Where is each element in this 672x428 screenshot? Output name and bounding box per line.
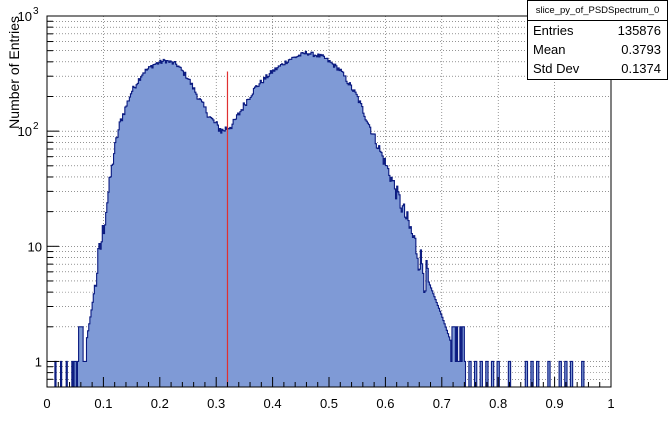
stats-mean-value: 0.3793 [621, 42, 661, 57]
x-tick-label: 0.6 [376, 396, 394, 411]
x-tick-label: 0.8 [489, 396, 507, 411]
y-tick-exponent: 3 [33, 6, 39, 17]
y-tick-label: 10 [18, 9, 32, 24]
stats-std-value: 0.1374 [621, 61, 661, 76]
x-tick-label: 0.7 [433, 396, 451, 411]
histogram-outline [47, 50, 611, 388]
x-tick-label: 0.1 [94, 396, 112, 411]
x-tick-label: 0.4 [264, 396, 282, 411]
y-tick-label: 10 [18, 124, 32, 139]
stats-entries-label: Entries [533, 23, 574, 38]
x-tick-label: 0 [43, 396, 50, 411]
histogram-fill [54, 51, 584, 388]
stats-title: slice_py_of_PSDSpectrum_0 [528, 1, 667, 21]
x-tick-label: 0.3 [207, 396, 225, 411]
y-tick-exponent: 2 [33, 121, 39, 132]
stats-entries-value: 135876 [617, 23, 661, 38]
stats-box: slice_py_of_PSDSpectrum_0 Entries 135876… [527, 0, 668, 80]
x-tick-label: 1 [607, 396, 614, 411]
x-tick-label: 0.9 [546, 396, 564, 411]
stats-row-entries: Entries 135876 [528, 21, 667, 40]
x-tick-label: 0.2 [151, 396, 169, 411]
stats-std-label: Std Dev [533, 61, 580, 76]
y-axis-label: Number of Entries [6, 16, 22, 129]
x-tick-label: 0.5 [320, 396, 338, 411]
stats-mean-label: Mean [533, 42, 566, 57]
y-tick-label: 10 [28, 239, 42, 254]
y-tick-label: 1 [35, 354, 42, 369]
stats-row-std: Std Dev 0.1374 [528, 59, 667, 78]
histogram-bars [47, 50, 611, 388]
stats-row-mean: Mean 0.3793 [528, 40, 667, 59]
